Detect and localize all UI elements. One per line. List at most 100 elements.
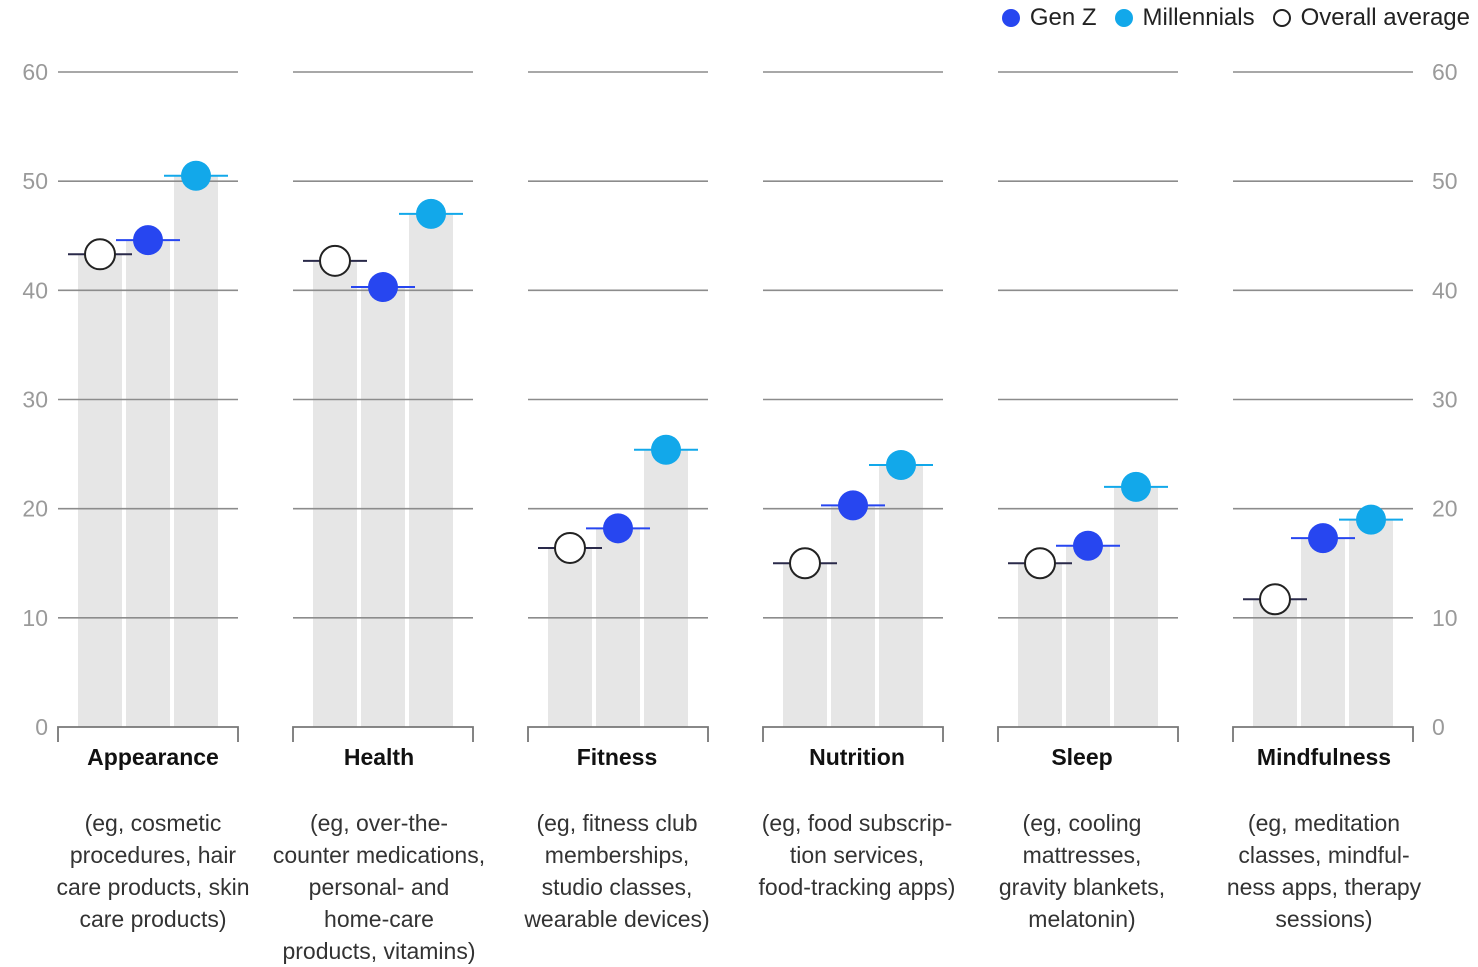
category-description: (eg, food subscrip-tion services, food-tr…: [737, 807, 977, 903]
category-label: Fitness: [576, 744, 658, 770]
y-tick-label-right: 0: [1432, 714, 1445, 740]
category-description-line: food-tracking apps): [758, 874, 956, 900]
bar: [313, 260, 357, 727]
legend-marker: [1114, 9, 1133, 27]
category-description-line: classes, mindful-: [1238, 842, 1410, 868]
y-tick-label-left: 20: [22, 496, 48, 522]
category-description-line: ness apps, therapy: [1226, 874, 1422, 900]
legend-item: Overall average: [1272, 4, 1470, 32]
x-axis-baseline: [997, 726, 1179, 742]
value-marker: [1024, 547, 1056, 580]
category-description-line: mattresses,: [1022, 842, 1142, 868]
y-tick-label-right: 60: [1432, 59, 1458, 85]
value-marker: [651, 434, 681, 465]
value-marker: [603, 513, 633, 544]
x-axis-baseline: [292, 726, 474, 742]
category-description-line: procedures, hair: [69, 842, 237, 868]
bar: [831, 505, 875, 727]
bar: [1349, 519, 1393, 727]
value-marker: [1308, 523, 1338, 554]
y-tick-label-right: 20: [1432, 496, 1458, 522]
category-description-line: personal- and: [308, 874, 450, 900]
bar: [1253, 599, 1297, 727]
category-label: Health: [343, 744, 415, 770]
value-marker: [886, 450, 916, 480]
bar: [126, 240, 170, 727]
y-tick-label-right: 50: [1432, 168, 1458, 194]
bar: [409, 213, 453, 727]
legend-marker: [1001, 9, 1020, 27]
value-marker: [1259, 583, 1291, 616]
bar: [1066, 545, 1110, 727]
category-description: (eg, over-the-counter medications, person…: [259, 807, 499, 967]
value-marker: [1073, 530, 1103, 561]
value-marker: [368, 272, 398, 303]
bar: [174, 175, 218, 728]
x-axis-baseline: [762, 726, 944, 742]
y-tick-label-right: 40: [1432, 277, 1458, 303]
y-tick-label-left: 60: [22, 59, 48, 85]
x-axis-baseline: [527, 726, 709, 742]
legend-item: Millennials: [1114, 4, 1255, 32]
category-description-line: counter medications,: [272, 842, 486, 868]
category-label: Nutrition: [809, 744, 905, 770]
value-marker: [319, 244, 351, 277]
value-marker: [838, 490, 868, 521]
category-description-line: (eg, cooling: [1022, 810, 1142, 836]
category-label: Appearance: [87, 744, 219, 770]
category-description-line: sessions): [1275, 906, 1373, 932]
category-description-line: (eg, food subscrip-: [761, 810, 953, 836]
bar: [1114, 486, 1158, 727]
category-description-line: (eg, cosmetic: [84, 810, 222, 836]
legend-label: Millennials: [1142, 4, 1255, 31]
value-marker: [133, 225, 163, 256]
category-description-line: care products): [79, 906, 227, 932]
category-description-line: products, vitamins): [282, 938, 476, 964]
category-description-line: wearable devices): [524, 906, 710, 932]
y-tick-label-left: 0: [35, 714, 48, 740]
x-axis-baseline: [1232, 726, 1414, 742]
bar: [879, 465, 923, 727]
value-marker: [416, 198, 446, 229]
category-description: (eg, cooling mattresses, gravity blankets,…: [962, 807, 1202, 935]
bar: [548, 547, 592, 727]
value-marker: [1356, 504, 1386, 535]
y-tick-label-left: 40: [22, 277, 48, 303]
value-marker: [789, 547, 821, 580]
legend-label: Gen Z: [1029, 4, 1097, 31]
bar: [78, 254, 122, 727]
category-description-line: home-care: [324, 906, 434, 932]
category-description-line: care products, skin: [56, 874, 250, 900]
category-description: (eg, cosmetic procedures, hair care produc…: [33, 807, 273, 935]
bar: [1018, 563, 1062, 727]
y-tick-label-left: 10: [22, 605, 48, 631]
legend-label: Overall average: [1300, 4, 1470, 31]
bar: [1301, 538, 1345, 727]
category-description-line: (eg, over-the-: [309, 810, 449, 836]
category-label: Sleep: [1051, 744, 1113, 770]
category-description: (eg, meditation classes, mindful-ness app…: [1204, 807, 1444, 935]
value-marker: [1121, 471, 1151, 502]
bar: [596, 528, 640, 727]
category-description-line: gravity blankets,: [998, 874, 1166, 900]
bar: [644, 449, 688, 727]
legend-item: Gen Z: [1001, 4, 1097, 32]
category-description-line: studio classes,: [541, 874, 693, 900]
category-description-line: (eg, fitness club: [536, 810, 698, 836]
category-description-line: melatonin): [1028, 906, 1136, 932]
bar: [783, 563, 827, 727]
value-marker: [181, 160, 211, 191]
x-axis-baseline: [57, 726, 239, 742]
legend: Gen Z Millennials Overall average: [1001, 4, 1470, 32]
y-tick-label-right: 10: [1432, 605, 1458, 631]
category-description: (eg, fitness club memberships, studio clas…: [497, 807, 737, 935]
value-marker: [554, 531, 586, 564]
y-tick-label-left: 50: [22, 168, 48, 194]
category-label: Mindfulness: [1256, 744, 1392, 770]
value-marker: [84, 238, 116, 271]
y-tick-label-left: 30: [22, 387, 48, 413]
y-tick-label-right: 30: [1432, 387, 1458, 413]
category-description-line: (eg, meditation: [1247, 810, 1401, 836]
legend-marker: [1272, 9, 1291, 27]
